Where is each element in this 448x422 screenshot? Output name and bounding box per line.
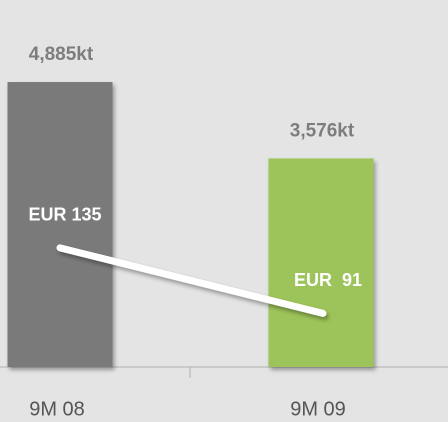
price-line: [56, 244, 327, 317]
bar-value-label: 4,885kt: [29, 44, 94, 65]
bar: [268, 158, 374, 367]
bar-value-label: 3,576kt: [290, 120, 355, 141]
bar: [7, 82, 113, 368]
x-tick-label: 9M 09: [290, 398, 346, 420]
line-value-label: EUR 91: [294, 270, 362, 290]
x-tick-label: 9M 08: [29, 398, 85, 420]
line-value-label: EUR 135: [28, 205, 101, 225]
